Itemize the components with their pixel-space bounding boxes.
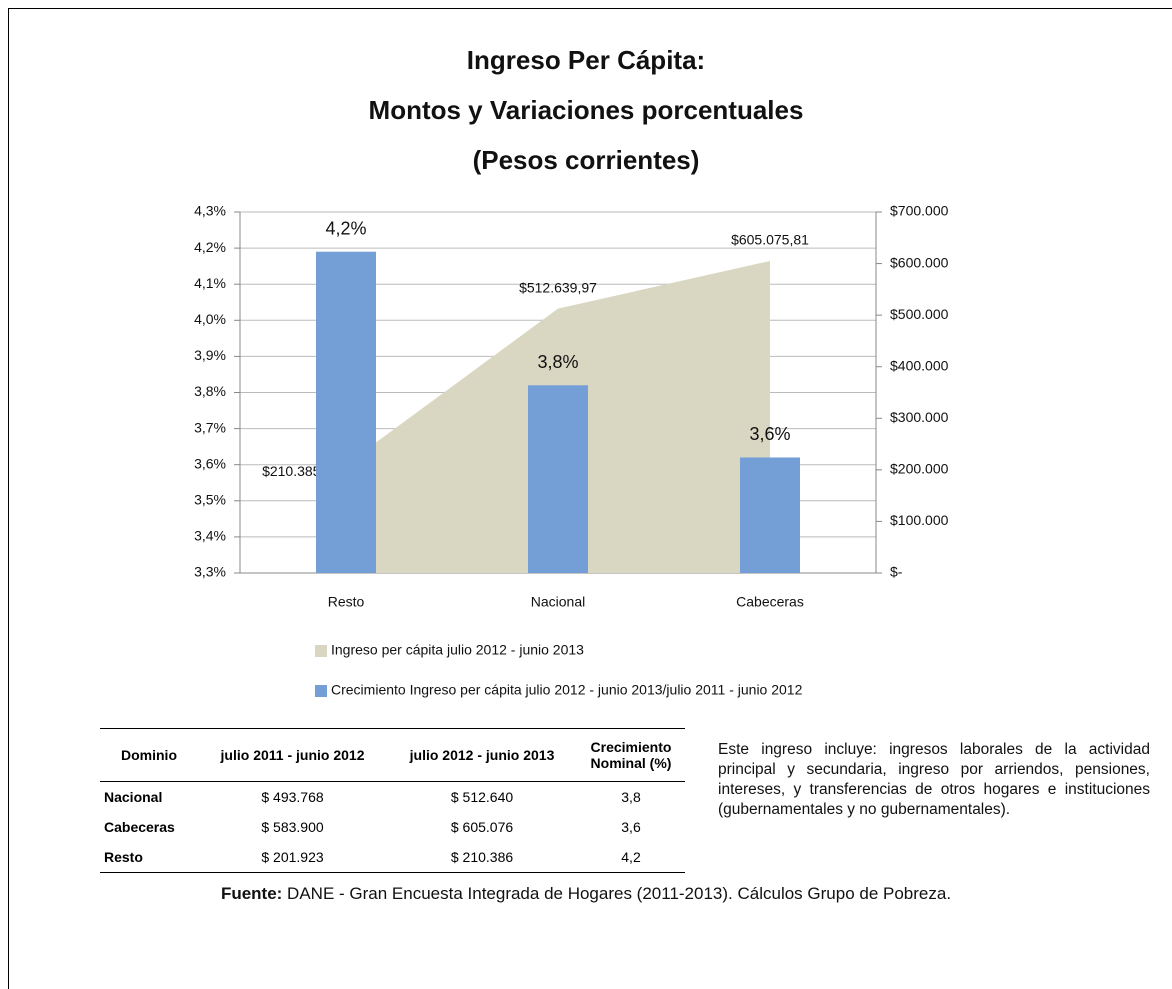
bar <box>316 251 376 573</box>
chart-title: Ingreso Per Cápita: <box>467 45 705 75</box>
table-header: julio 2011 - junio 2012 <box>198 728 388 782</box>
legend-swatch <box>315 645 327 657</box>
y-tick-label: 3,5% <box>194 492 226 508</box>
legend-label: Ingreso per cápita julio 2012 - junio 20… <box>331 642 584 658</box>
table-cell: $ 210.386 <box>450 849 514 865</box>
y2-tick-label: $700.000 <box>890 203 949 219</box>
table-cell: 4,2 <box>621 849 641 865</box>
source: Fuente: DANE - Gran Encuesta Integrada d… <box>0 884 1172 904</box>
chart-title: (Pesos corrientes) <box>473 145 700 175</box>
data-label: 3,6% <box>749 424 790 444</box>
y-tick-label: 3,6% <box>194 455 226 471</box>
table-header: julio 2012 - junio 2013 <box>387 728 577 782</box>
y-tick-label: 4,3% <box>194 203 226 219</box>
x-tick-label: Resto <box>328 594 365 610</box>
legend-swatch <box>315 685 327 697</box>
y-tick-label: 4,1% <box>194 275 226 291</box>
x-tick-label: Cabeceras <box>736 594 804 610</box>
table-cell: $ 512.640 <box>450 789 514 805</box>
y2-tick-label: $600.000 <box>890 254 949 270</box>
y2-tick-label: $200.000 <box>890 461 949 477</box>
data-label: 3,8% <box>537 352 578 372</box>
chart-title: Montos y Variaciones porcentuales <box>369 95 804 125</box>
table-cell: $ 493.768 <box>261 789 324 805</box>
x-tick-label: Nacional <box>531 594 585 610</box>
y-tick-label: 3,9% <box>194 347 226 363</box>
y-tick-label: 4,2% <box>194 239 226 255</box>
y2-tick-label: $300.000 <box>890 409 949 425</box>
data-label: 4,2% <box>325 218 366 238</box>
table-cell: $ 201.923 <box>261 849 324 865</box>
chart: Ingreso Per Cápita: Montos y Variaciones … <box>194 45 949 698</box>
y-tick-label: 3,7% <box>194 419 226 435</box>
source-text: DANE - Gran Encuesta Integrada de Hogare… <box>282 884 952 903</box>
table-header: Crecimiento Nominal (%) <box>577 728 685 782</box>
y-tick-label: 3,4% <box>194 528 226 544</box>
y-tick-label: 3,3% <box>194 564 226 580</box>
table-cell: $ 605.076 <box>450 819 514 835</box>
table-row: Nacional $ 493.768 $ 512.640 3,8 <box>100 782 685 813</box>
legend-label: Crecimiento Ingreso per cápita julio 201… <box>331 682 803 698</box>
data-label: $512.639,97 <box>519 279 597 295</box>
table-cell: Nacional <box>104 789 163 805</box>
table-cell: $ 583.900 <box>261 819 324 835</box>
page: {"chart_data": {"type": "bar", "title": … <box>0 8 1172 989</box>
frame <box>8 8 1172 989</box>
note: Este ingreso incluye: ingresos laborales… <box>718 741 1150 819</box>
table-header: Dominio <box>100 728 198 782</box>
bar <box>740 457 800 573</box>
y-tick-label: 3,8% <box>194 383 226 399</box>
y2-tick-label: $100.000 <box>890 512 949 528</box>
table-row: Cabeceras $ 583.900 $ 605.076 3,6 <box>100 812 685 842</box>
data-table: Dominio julio 2011 - junio 2012 julio 2012… <box>100 728 685 873</box>
y2-tick-label: $400.000 <box>890 357 949 373</box>
table-cell: Resto <box>104 849 143 865</box>
y-tick-label: 4,0% <box>194 311 226 327</box>
source-label: Fuente: <box>220 884 283 903</box>
table-cell: 3,8 <box>621 789 641 805</box>
y2-tick-label: $- <box>890 564 903 580</box>
bar <box>528 385 588 573</box>
y2-tick-label: $500.000 <box>890 306 949 322</box>
table-cell: Cabeceras <box>104 819 175 835</box>
table-row: Resto $ 201.923 $ 210.386 4,2 <box>100 842 685 873</box>
data-label: $605.075,81 <box>731 232 809 248</box>
table-cell: 3,6 <box>621 819 641 835</box>
